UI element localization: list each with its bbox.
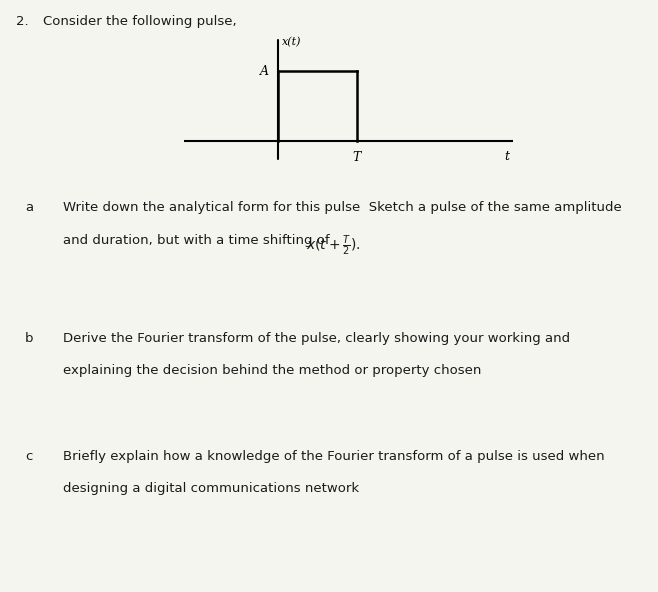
Text: Consider the following pulse,: Consider the following pulse, [43,15,236,28]
Text: Write down the analytical form for this pulse  Sketch a pulse of the same amplit: Write down the analytical form for this … [63,201,621,214]
Text: t: t [504,150,509,163]
Text: x(t): x(t) [282,37,301,47]
Text: a: a [25,201,33,214]
Text: designing a digital communications network: designing a digital communications netwo… [63,482,359,496]
Text: A: A [260,65,269,78]
Text: b: b [25,332,34,345]
Text: Briefly explain how a knowledge of the Fourier transform of a pulse is used when: Briefly explain how a knowledge of the F… [63,450,604,463]
Text: explaining the decision behind the method or property chosen: explaining the decision behind the metho… [63,364,481,377]
Text: and duration, but with a time shifting of: and duration, but with a time shifting o… [63,234,334,247]
Text: c: c [25,450,32,463]
Text: $x(t + \frac{T}{2}).$: $x(t + \frac{T}{2}).$ [306,234,361,258]
Text: Derive the Fourier transform of the pulse, clearly showing your working and: Derive the Fourier transform of the puls… [63,332,570,345]
Text: 2.: 2. [16,15,29,28]
Text: T: T [353,151,361,164]
